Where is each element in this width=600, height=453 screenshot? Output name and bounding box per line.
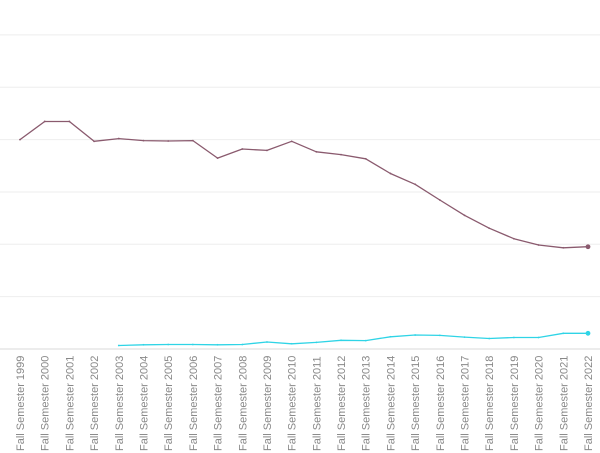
data-point[interactable] [340, 153, 342, 156]
series-group [19, 120, 591, 347]
x-tick-label: Fall Semester 2004 [138, 356, 150, 451]
data-point[interactable] [562, 246, 565, 249]
x-tick-label: Fall Semester 2020 [534, 356, 546, 451]
data-point[interactable] [216, 343, 219, 346]
data-point[interactable] [438, 199, 441, 201]
x-tick-label: Fall Semester 2009 [262, 356, 274, 451]
data-point[interactable] [463, 214, 466, 217]
x-tick-label: Fall Semester 2016 [435, 356, 447, 451]
data-point[interactable] [266, 341, 268, 343]
data-point[interactable] [315, 341, 318, 344]
x-tick-label: Fall Semester 2008 [237, 356, 249, 451]
data-point[interactable] [340, 339, 342, 342]
data-point[interactable] [290, 140, 293, 143]
data-point[interactable] [290, 342, 293, 345]
data-point[interactable] [315, 150, 318, 153]
x-tick-label: Fall Semester 2017 [460, 356, 472, 451]
data-point[interactable] [19, 138, 21, 141]
x-tick-label: Fall Semester 2000 [40, 356, 52, 451]
data-point[interactable] [241, 148, 244, 150]
data-point[interactable] [142, 343, 145, 346]
data-point[interactable] [43, 120, 46, 123]
data-point[interactable] [191, 139, 194, 142]
data-point[interactable] [389, 172, 392, 175]
x-tick-label: Fall Semester 2001 [64, 356, 76, 451]
x-tick-label: Fall Semester 2003 [114, 356, 126, 451]
x-tick-label: Fall Semester 2021 [558, 356, 570, 451]
x-tick-label: Fall Semester 2002 [89, 356, 101, 451]
data-point[interactable] [241, 343, 244, 346]
data-point[interactable] [167, 140, 170, 142]
data-point[interactable] [266, 149, 268, 152]
x-tick-label: Fall Semester 2022 [583, 356, 595, 451]
data-point[interactable] [364, 157, 367, 160]
data-point[interactable] [463, 336, 466, 339]
data-point[interactable] [585, 244, 591, 250]
x-tick-label: Fall Semester 2005 [163, 356, 175, 451]
data-point[interactable] [513, 237, 515, 240]
data-point[interactable] [142, 139, 145, 142]
x-tick-label: Fall Semester 2019 [509, 356, 521, 451]
x-tick-label: Fall Semester 2007 [213, 356, 225, 451]
data-point[interactable] [216, 157, 219, 159]
data-point[interactable] [537, 244, 540, 246]
data-point[interactable] [389, 335, 392, 338]
data-point[interactable] [167, 343, 170, 346]
data-point[interactable] [562, 332, 565, 335]
data-point[interactable] [585, 330, 591, 336]
series-line-2 [118, 332, 588, 347]
series-line-1 [19, 120, 589, 249]
data-point[interactable] [513, 336, 515, 339]
x-axis-tick-labels: Fall Semester 1999 Fall Semester 2000 Fall… [15, 356, 595, 451]
data-point[interactable] [488, 227, 491, 230]
data-point[interactable] [414, 183, 417, 186]
data-point[interactable] [117, 344, 120, 347]
x-tick-label: Fall Semester 2014 [385, 356, 397, 451]
gridlines [0, 34, 600, 350]
data-point[interactable] [68, 120, 71, 123]
x-tick-label: Fall Semester 2013 [361, 356, 373, 451]
x-tick-label: Fall Semester 2018 [484, 356, 496, 451]
data-point[interactable] [537, 336, 540, 339]
data-point[interactable] [364, 339, 367, 342]
x-tick-label: Fall Semester 2015 [410, 356, 422, 451]
x-tick-label: Fall Semester 2010 [287, 356, 299, 451]
x-tick-label: Fall Semester 1999 [15, 356, 27, 451]
x-tick-label: Fall Semester 2011 [311, 356, 323, 451]
data-point[interactable] [414, 334, 417, 336]
data-point[interactable] [191, 343, 194, 346]
data-point[interactable] [117, 137, 120, 140]
data-point[interactable] [488, 337, 491, 340]
x-tick-label: Fall Semester 2012 [336, 356, 348, 451]
data-point[interactable] [438, 334, 441, 337]
x-tick-label: Fall Semester 2006 [188, 356, 200, 451]
data-point[interactable] [93, 140, 95, 143]
